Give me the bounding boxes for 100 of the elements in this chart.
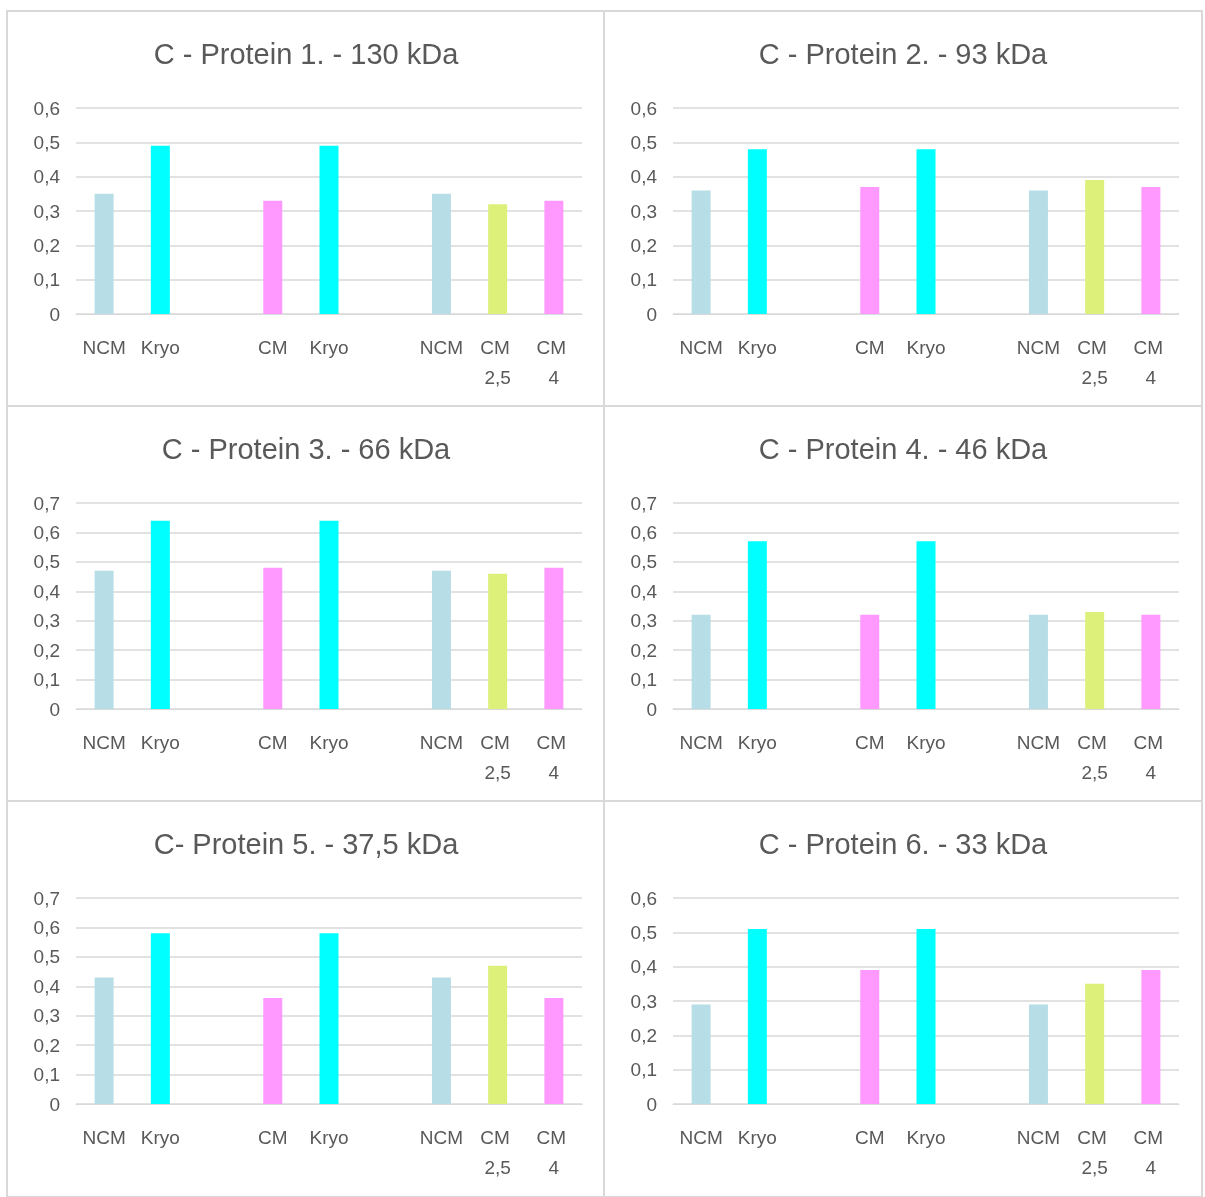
y-tick-label: 0,7 (630, 492, 657, 514)
bar (691, 614, 711, 709)
bar (1028, 1004, 1048, 1104)
x-tick-label: Kryo (906, 1126, 946, 1148)
y-tick-label: 0,7 (33, 887, 60, 909)
bar (544, 200, 564, 314)
bar (488, 573, 508, 709)
x-tick-label: CM (855, 336, 885, 358)
y-tick-label: 0,6 (33, 97, 60, 119)
bar (860, 614, 880, 709)
bar (1028, 614, 1048, 709)
bar (916, 541, 936, 709)
y-tick-label: 0,4 (630, 580, 658, 602)
bar (1141, 186, 1161, 314)
y-tick-label: 0,5 (630, 131, 657, 153)
bar (916, 928, 936, 1104)
bar (150, 520, 170, 709)
y-tick-label: 0,1 (33, 1064, 60, 1086)
chart-title: C- Protein 5. - 37,5 kDa (153, 827, 460, 860)
x-tick-label: NCM (419, 1126, 464, 1148)
y-tick-label: 0 (49, 1093, 60, 1115)
bar (431, 977, 451, 1104)
y-tick-label: 0,3 (33, 200, 60, 222)
y-tick-label: 0,6 (630, 97, 657, 119)
x-tick-label: NCM (679, 1126, 723, 1148)
bar (544, 567, 564, 709)
x-tick-label: CM (258, 336, 288, 358)
y-tick-label: 0,6 (630, 887, 657, 909)
y-tick-label: 0 (49, 698, 60, 720)
bar (747, 149, 767, 314)
y-tick-label: 0,1 (33, 269, 60, 291)
bar (150, 145, 170, 314)
y-tick-label: 0,5 (33, 131, 60, 153)
x-tick-label: CM 4 (536, 1126, 572, 1178)
bar (488, 965, 508, 1104)
y-tick-label: 0,4 (33, 166, 61, 188)
bar (691, 190, 711, 314)
x-tick-label: CM 4 (1133, 731, 1169, 783)
y-tick-label: 0,4 (33, 975, 61, 997)
x-tick-label: Kryo (737, 336, 777, 358)
x-tick-label: CM 4 (1133, 1126, 1169, 1178)
x-tick-label: NCM (82, 731, 126, 753)
x-tick-label: Kryo (737, 731, 777, 753)
bar (319, 520, 339, 709)
y-tick-label: 0,3 (630, 200, 657, 222)
bar (1141, 970, 1161, 1104)
bar (747, 541, 767, 709)
x-tick-label: NCM (419, 731, 464, 753)
y-tick-label: 0,2 (630, 639, 657, 661)
x-tick-label: NCM (82, 336, 126, 358)
y-tick-label: 0,5 (33, 551, 60, 573)
y-tick-label: 0,3 (33, 610, 60, 632)
y-tick-label: 0,2 (33, 639, 60, 661)
bar (94, 977, 114, 1104)
y-tick-label: 0,1 (33, 669, 60, 691)
x-tick-label: NCM (679, 336, 723, 358)
y-tick-label: 0,5 (630, 551, 657, 573)
x-tick-label: NCM (679, 731, 723, 753)
x-tick-label: Kryo (140, 1126, 180, 1148)
y-tick-label: 0,4 (630, 166, 658, 188)
y-tick-label: 0,2 (630, 1024, 657, 1046)
x-tick-label: NCM (419, 336, 464, 358)
bar (263, 998, 283, 1104)
chart-title: C - Protein 2. - 93 kDa (758, 37, 1049, 70)
bar (691, 1004, 711, 1104)
x-tick-label: NCM (82, 1126, 126, 1148)
bar (1141, 614, 1161, 709)
y-tick-label: 0,5 (630, 921, 657, 943)
y-tick-label: 0,1 (630, 1059, 657, 1081)
y-tick-label: 0 (49, 303, 60, 325)
x-tick-label: CM (855, 731, 885, 753)
y-tick-label: 0,6 (33, 916, 60, 938)
x-tick-label: Kryo (737, 1126, 777, 1148)
bar (488, 204, 508, 314)
x-tick-label: CM 2,5 (480, 1126, 516, 1178)
bar (263, 567, 283, 709)
x-tick-label: Kryo (309, 731, 349, 753)
y-tick-label: 0,1 (630, 669, 657, 691)
y-tick-label: 0,6 (630, 521, 657, 543)
x-tick-label: Kryo (906, 336, 946, 358)
x-tick-label: NCM (1016, 731, 1061, 753)
x-tick-label: CM 2,5 (480, 731, 516, 783)
x-tick-label: Kryo (309, 336, 349, 358)
chart-title: C - Protein 6. - 33 kDa (758, 827, 1049, 860)
bar (1028, 190, 1048, 314)
y-tick-label: 0,2 (33, 234, 60, 256)
y-tick-label: 0,2 (33, 1034, 60, 1056)
x-tick-label: NCM (1016, 336, 1061, 358)
y-tick-label: 0 (646, 698, 657, 720)
y-tick-label: 0,6 (33, 521, 60, 543)
y-tick-label: 0,4 (630, 956, 658, 978)
x-tick-label: CM 4 (1133, 336, 1169, 388)
x-tick-label: CM 4 (536, 731, 572, 783)
bar (860, 186, 880, 314)
bar (544, 998, 564, 1104)
bar (263, 200, 283, 314)
y-tick-label: 0,7 (33, 492, 60, 514)
bar (860, 970, 880, 1104)
chart-title: C - Protein 4. - 46 kDa (758, 432, 1049, 465)
bar (431, 193, 451, 314)
